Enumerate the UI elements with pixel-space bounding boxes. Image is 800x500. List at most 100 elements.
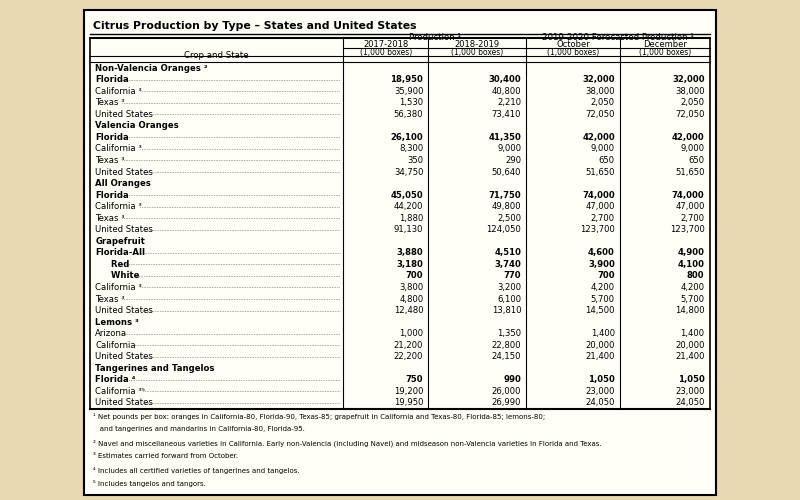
Text: Texas ³: Texas ³ — [95, 214, 125, 222]
Text: 19,950: 19,950 — [394, 398, 423, 407]
Text: 1,530: 1,530 — [399, 98, 423, 108]
Text: California ³: California ³ — [95, 283, 142, 292]
Text: United States: United States — [95, 110, 154, 119]
Text: 9,000: 9,000 — [590, 144, 615, 154]
Text: 24,150: 24,150 — [492, 352, 522, 361]
Text: White: White — [105, 272, 139, 280]
Text: 20,000: 20,000 — [675, 340, 705, 349]
Text: 2,700: 2,700 — [681, 214, 705, 222]
Text: All Oranges: All Oranges — [95, 179, 151, 188]
Text: 26,990: 26,990 — [492, 398, 522, 407]
Text: 750: 750 — [406, 376, 423, 384]
Text: 51,650: 51,650 — [675, 168, 705, 176]
Text: Florida: Florida — [95, 75, 129, 84]
Text: 650: 650 — [598, 156, 615, 165]
Text: 20,000: 20,000 — [586, 340, 615, 349]
Text: 35,900: 35,900 — [394, 86, 423, 96]
Text: 19,200: 19,200 — [394, 387, 423, 396]
Text: 990: 990 — [503, 376, 522, 384]
Text: United States: United States — [95, 398, 154, 407]
Text: (1,000 boxes): (1,000 boxes) — [451, 48, 503, 56]
Text: 4,900: 4,900 — [678, 248, 705, 258]
Text: 30,400: 30,400 — [489, 75, 522, 84]
Text: 4,200: 4,200 — [681, 283, 705, 292]
Text: ² Navel and miscellaneous varieties in California. Early non-Valencia (including: ² Navel and miscellaneous varieties in C… — [94, 440, 602, 447]
Text: December: December — [643, 40, 686, 50]
Text: 8,300: 8,300 — [399, 144, 423, 154]
Text: 1,350: 1,350 — [498, 329, 522, 338]
Text: 2,050: 2,050 — [681, 98, 705, 108]
Text: Grapefruit: Grapefruit — [95, 237, 146, 246]
Text: 9,000: 9,000 — [498, 144, 522, 154]
Text: California ³: California ³ — [95, 144, 142, 154]
Text: 32,000: 32,000 — [582, 75, 615, 84]
Text: 49,800: 49,800 — [492, 202, 522, 211]
Text: 700: 700 — [598, 272, 615, 280]
Text: 13,810: 13,810 — [492, 306, 522, 315]
Text: 3,180: 3,180 — [397, 260, 423, 269]
Text: 23,000: 23,000 — [586, 387, 615, 396]
Text: United States: United States — [95, 168, 154, 176]
Text: 9,000: 9,000 — [681, 144, 705, 154]
Text: (1,000 boxes): (1,000 boxes) — [638, 48, 691, 56]
Text: 21,200: 21,200 — [394, 340, 423, 349]
Text: 4,600: 4,600 — [588, 248, 615, 258]
Text: Citrus Production by Type – States and United States: Citrus Production by Type – States and U… — [94, 21, 417, 31]
Text: 3,900: 3,900 — [588, 260, 615, 269]
Text: Production ¹: Production ¹ — [409, 33, 461, 42]
Text: 1,400: 1,400 — [590, 329, 615, 338]
Text: 74,000: 74,000 — [672, 190, 705, 200]
Text: 124,050: 124,050 — [486, 226, 522, 234]
Text: 2,700: 2,700 — [590, 214, 615, 222]
Text: 72,050: 72,050 — [586, 110, 615, 119]
Text: 22,800: 22,800 — [492, 340, 522, 349]
Text: 350: 350 — [407, 156, 423, 165]
Text: California: California — [95, 340, 136, 349]
Text: 2,500: 2,500 — [498, 214, 522, 222]
Text: California ³⁵: California ³⁵ — [95, 387, 146, 396]
Text: Florida ⁴: Florida ⁴ — [95, 376, 136, 384]
Text: 2019-2020 Forecasted Production ¹: 2019-2020 Forecasted Production ¹ — [542, 33, 694, 42]
Text: 700: 700 — [406, 272, 423, 280]
Text: 42,000: 42,000 — [672, 133, 705, 142]
Text: 650: 650 — [689, 156, 705, 165]
Text: Arizona: Arizona — [95, 329, 127, 338]
Text: 50,640: 50,640 — [492, 168, 522, 176]
Text: 18,950: 18,950 — [390, 75, 423, 84]
Text: Florida: Florida — [95, 133, 129, 142]
Text: Texas ³: Texas ³ — [95, 294, 125, 304]
Text: 26,000: 26,000 — [492, 387, 522, 396]
Text: Lemons ³: Lemons ³ — [95, 318, 139, 326]
Text: 45,050: 45,050 — [390, 190, 423, 200]
Text: 26,100: 26,100 — [390, 133, 423, 142]
Text: ⁵ Includes tangelos and tangors.: ⁵ Includes tangelos and tangors. — [94, 480, 206, 488]
Text: United States: United States — [95, 352, 154, 361]
Text: (1,000 boxes): (1,000 boxes) — [547, 48, 599, 56]
Text: 47,000: 47,000 — [675, 202, 705, 211]
Text: 3,200: 3,200 — [498, 283, 522, 292]
Text: Florida: Florida — [95, 190, 129, 200]
Text: California ³: California ³ — [95, 86, 142, 96]
Text: 47,000: 47,000 — [586, 202, 615, 211]
Text: 3,740: 3,740 — [494, 260, 522, 269]
Text: 290: 290 — [506, 156, 522, 165]
Text: 3,800: 3,800 — [399, 283, 423, 292]
Text: 2,210: 2,210 — [498, 98, 522, 108]
Text: 12,480: 12,480 — [394, 306, 423, 315]
Text: 14,800: 14,800 — [675, 306, 705, 315]
Text: 1,050: 1,050 — [678, 376, 705, 384]
Text: Red: Red — [105, 260, 130, 269]
Text: (1,000 boxes): (1,000 boxes) — [360, 48, 412, 56]
Text: 6,100: 6,100 — [498, 294, 522, 304]
Text: 2,050: 2,050 — [590, 98, 615, 108]
Text: Texas ³: Texas ³ — [95, 98, 125, 108]
Text: 123,700: 123,700 — [580, 226, 615, 234]
Text: 1,050: 1,050 — [588, 376, 615, 384]
Text: 23,000: 23,000 — [675, 387, 705, 396]
Text: 91,130: 91,130 — [394, 226, 423, 234]
Text: 38,000: 38,000 — [586, 86, 615, 96]
Text: 34,750: 34,750 — [394, 168, 423, 176]
Text: Valencia Oranges: Valencia Oranges — [95, 122, 179, 130]
Text: 1,000: 1,000 — [399, 329, 423, 338]
Text: 40,800: 40,800 — [492, 86, 522, 96]
